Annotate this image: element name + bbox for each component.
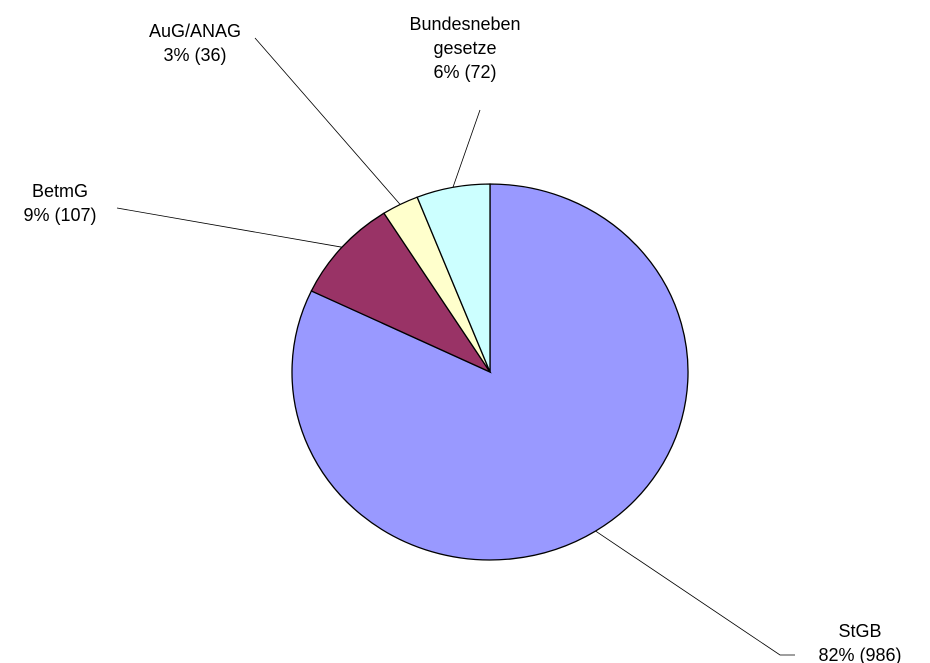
category-label: StGB xyxy=(838,621,882,641)
value-label: 3% (36) xyxy=(163,45,227,65)
category-label: BetmG xyxy=(31,181,88,201)
slice-label: StGB 82% (986) xyxy=(790,619,930,663)
leader-line xyxy=(595,530,795,656)
leader-line xyxy=(116,207,342,248)
slice-label: BetmG 9% (107) xyxy=(0,179,130,227)
value-label: 9% (107) xyxy=(23,205,97,225)
pie-slice xyxy=(416,183,491,373)
slice-label: AuG/ANAG 3% (36) xyxy=(125,19,265,67)
value-label: 82% (986) xyxy=(818,645,902,663)
slice-label: Bundesneben gesetze 6% (72) xyxy=(395,12,535,84)
leader-line xyxy=(452,109,481,188)
category-label: Bundesneben gesetze xyxy=(409,14,521,58)
value-label: 6% (72) xyxy=(433,62,497,82)
category-label: AuG/ANAG xyxy=(148,21,242,41)
leader-line xyxy=(254,37,401,205)
